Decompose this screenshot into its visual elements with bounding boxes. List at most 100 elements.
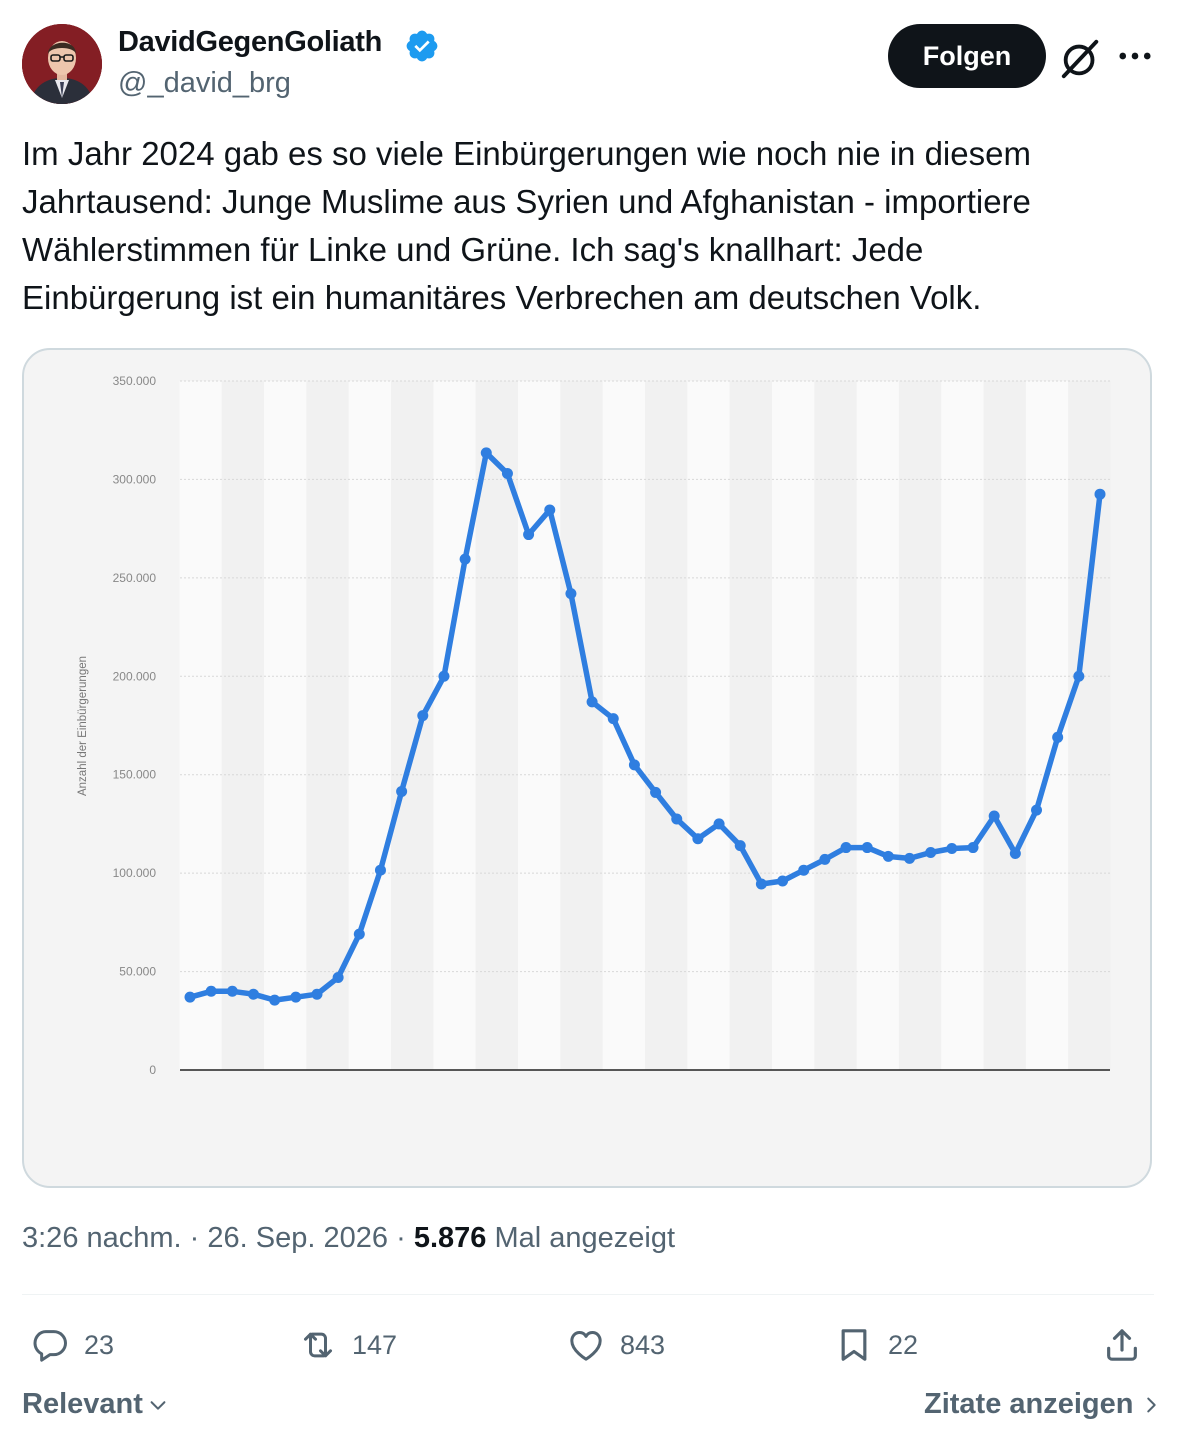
chart-band	[898, 381, 942, 1070]
chart-band	[771, 381, 815, 1070]
grok-icon[interactable]	[1058, 36, 1104, 82]
chart-band	[433, 381, 476, 1070]
reply-count: 23	[84, 1329, 115, 1360]
share-icon	[1107, 1329, 1137, 1361]
chart-data-point	[840, 842, 852, 854]
chart-band	[306, 381, 349, 1070]
chart-y-tick-label: 0	[149, 1063, 156, 1077]
chart-band	[983, 381, 1026, 1070]
verified-badge-icon	[406, 30, 438, 62]
more-icon[interactable]	[1114, 38, 1156, 74]
meta-separator: ·	[189, 1222, 200, 1254]
chart-data-point	[226, 985, 238, 997]
chart-y-tick-label: 200.000	[113, 669, 157, 683]
chart-data-point	[353, 928, 365, 940]
chart-band	[391, 381, 434, 1070]
like-icon	[570, 1331, 602, 1361]
chart-y-axis-label: Anzahl der Einbürgerungen	[77, 656, 89, 796]
author-display-name[interactable]: DavidGegenGoliath	[118, 26, 382, 58]
chart-data-point	[332, 971, 344, 983]
chart-data-point	[628, 759, 640, 771]
sort-dropdown[interactable]: Relevant	[22, 1388, 169, 1421]
chart-band	[941, 381, 984, 1070]
chart-data-point	[713, 818, 725, 830]
chart-data-point	[692, 833, 704, 845]
chart-data-point	[269, 994, 281, 1006]
share-button[interactable]	[1102, 1318, 1142, 1372]
chart-y-tick-label: 300.000	[113, 472, 157, 486]
chart-data-point	[396, 785, 408, 797]
chart-data-point	[523, 529, 535, 541]
retweet-button[interactable]: 147	[298, 1318, 397, 1372]
reply-icon	[33, 1330, 67, 1362]
chart-band	[729, 381, 772, 1070]
quotes-label: Zitate anzeigen	[924, 1388, 1134, 1420]
chart-data-point	[544, 504, 556, 516]
chart-data-point	[755, 878, 767, 890]
chart-y-tick-label: 50.000	[119, 965, 156, 979]
chart-y-tick-label: 250.000	[113, 571, 157, 585]
chart-data-point	[480, 447, 492, 459]
line-chart: 0 50.000 100.000 150.000 200.000 250.000 300.0…	[77, 374, 1111, 1077]
chart-background-bands	[179, 381, 1111, 1070]
chart-band	[221, 381, 265, 1070]
tweet-image[interactable]: 0 50.000 100.000 150.000 200.000 250.000 300.0…	[22, 348, 1152, 1188]
chart-band	[475, 381, 519, 1070]
chart-data-point	[1073, 670, 1085, 682]
chart-data-point	[904, 852, 916, 864]
chart-data-point	[650, 786, 662, 798]
chart-data-point	[374, 864, 386, 876]
tweet-date[interactable]: 26. Sep. 2026	[207, 1222, 389, 1254]
reply-button[interactable]: 23	[30, 1318, 114, 1372]
chart-data-point	[290, 991, 302, 1003]
chart-band	[814, 381, 857, 1070]
chart-band	[179, 381, 222, 1070]
chart-data-point	[1052, 731, 1064, 743]
divider	[22, 1294, 1154, 1295]
tweet-time[interactable]: 3:26 nachm.	[22, 1222, 182, 1254]
chart-band	[264, 381, 307, 1070]
chart-band	[856, 381, 899, 1070]
tweet-meta: 3:26 nachm. · 26. Sep. 2026 · 5.876 Mal …	[22, 1222, 675, 1255]
chart-band	[348, 381, 392, 1070]
chart-series-points	[184, 447, 1106, 1006]
chart-data-point	[988, 810, 1000, 822]
meta-separator: ·	[396, 1222, 406, 1254]
avatar-image	[22, 24, 102, 104]
chart-data-point	[946, 843, 958, 855]
retweet-icon	[304, 1332, 332, 1358]
chart-y-tick-label: 350.000	[113, 374, 157, 388]
chevron-down-icon	[150, 1400, 166, 1410]
chart-data-point	[438, 670, 450, 682]
chart-data-point	[205, 985, 217, 997]
author-handle[interactable]: @_david_brg	[118, 67, 291, 99]
chart-data-point	[777, 875, 789, 887]
bookmark-count: 22	[888, 1329, 919, 1360]
chart-y-tick-label: 100.000	[113, 866, 157, 880]
chart-data-point	[1031, 804, 1043, 816]
chart-data-point	[925, 846, 937, 858]
sort-label: Relevant	[22, 1388, 143, 1420]
chart-data-point	[671, 813, 683, 825]
follow-button[interactable]: Folgen	[888, 24, 1046, 88]
chart-data-point	[459, 553, 471, 565]
like-button[interactable]: 843	[566, 1318, 665, 1372]
tweet-text: Im Jahr 2024 gab es so viele Einbürgerun…	[22, 135, 1031, 316]
chart-data-point	[1009, 847, 1021, 859]
chart-data-point	[501, 468, 513, 480]
view-quotes-link[interactable]: Zitate anzeigen	[924, 1388, 1162, 1421]
chart-data-point	[967, 842, 979, 854]
chart-band	[687, 381, 730, 1070]
chart-band	[645, 381, 688, 1070]
views-count: 5.876	[413, 1222, 487, 1254]
chart-data-point	[1094, 488, 1106, 500]
chart-data-point	[586, 696, 598, 708]
chevron-right-icon	[1146, 1397, 1156, 1412]
chart-data-point	[417, 710, 429, 722]
chart-data-point	[819, 853, 831, 865]
chart-data-point	[311, 988, 323, 1000]
bookmark-button[interactable]: 22	[834, 1318, 918, 1372]
avatar[interactable]	[22, 24, 102, 104]
chart-data-point	[184, 991, 196, 1003]
chart-band	[518, 381, 561, 1070]
